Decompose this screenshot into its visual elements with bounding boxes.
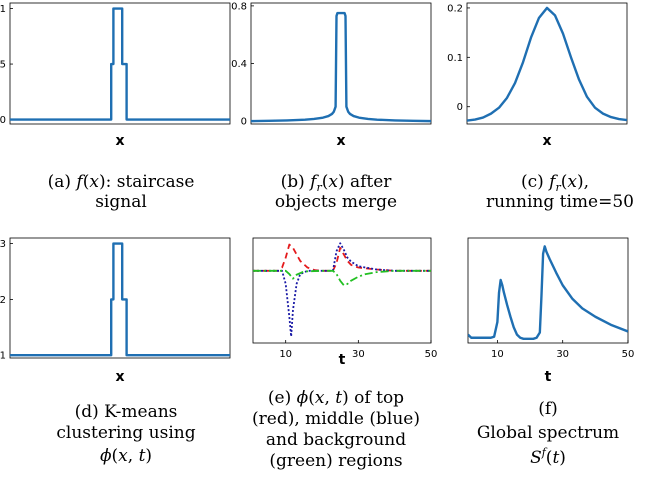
series-line-a-0 (10, 7, 230, 121)
ytick-label: 1 (0, 4, 6, 15)
xlabel-f: t (545, 369, 552, 385)
ytick-label: 0.1 (447, 53, 463, 64)
ytick-label: 0 (457, 102, 463, 113)
xtick-label: 30 (352, 349, 365, 360)
ytick-label: 0 (0, 115, 6, 126)
panel-e: 10 30 50 t (252, 237, 438, 368)
caption-d-line1: (d) K-means (75, 402, 178, 422)
caption-c-line1: (c) fr(x), (521, 172, 589, 194)
xtick-label: 50 (622, 349, 635, 360)
caption-e-line2: (red), middle (blue) (252, 409, 420, 429)
panel-c: 0 0.1 0.2 x (447, 2, 628, 149)
series-line-e-0 (253, 243, 431, 272)
axes-frame-c (466, 2, 628, 125)
xtick-label: 30 (556, 349, 569, 360)
axes-frame-a (9, 2, 231, 125)
caption-b-line1: (b) fr(x) after (281, 172, 393, 194)
ytick-label: 0 (241, 117, 247, 128)
xlabel-b: x (336, 133, 345, 149)
caption-a-line2: signal (95, 192, 147, 212)
xlabel-c: x (542, 133, 551, 149)
caption-e-line1: (e) ϕ(x, t) of top (268, 388, 404, 408)
axes-frame-d (9, 237, 231, 359)
xtick-label: 10 (279, 349, 292, 360)
ytick-label: 0.5 (0, 60, 6, 71)
ytick-label: 2 (0, 295, 6, 306)
panel-a: 0 0.5 1 x (0, 2, 231, 149)
ytick-label: 1 (0, 351, 6, 362)
ytick-label: 0.4 (231, 59, 247, 70)
series-line-d-0 (10, 242, 230, 357)
xlabel-e: t (339, 352, 346, 368)
series-line-e-2 (253, 269, 431, 287)
ytick-label: 3 (0, 239, 6, 250)
xlabel-d: x (115, 369, 124, 385)
caption-d-line2: clustering using (56, 423, 195, 443)
panel-d: 1 2 3 x (0, 237, 231, 385)
ytick-label: 0.2 (447, 3, 463, 14)
axes-frame-e (252, 237, 432, 344)
xtick-label: 50 (425, 349, 438, 360)
caption-e-line4: (green) regions (269, 451, 402, 471)
caption-a-line1: (a) f(x): staircase (48, 172, 195, 192)
caption-f-line1: (f) (538, 399, 558, 419)
caption-b-line2: objects merge (275, 192, 397, 212)
ytick-label: 0.8 (231, 1, 247, 12)
axes-frame-f (467, 237, 629, 344)
series-line-c-0 (467, 6, 627, 122)
caption-f-line3: Sf(t) (530, 446, 566, 468)
panel-b: 0 0.4 0.8 x (231, 1, 432, 149)
xtick-label: 10 (491, 349, 504, 360)
caption-e-line3: and background (266, 430, 406, 450)
axes-frame-b (250, 2, 432, 125)
caption-d-line3: ϕ(x, t) (100, 446, 152, 466)
xlabel-a: x (115, 133, 124, 149)
series-line-e-1 (253, 242, 431, 338)
panel-f: 10 30 50 t (467, 237, 635, 385)
series-line-f-0 (468, 245, 628, 340)
series-line-b-0 (251, 11, 431, 123)
caption-c-line2: running time=50 (486, 192, 634, 212)
caption-f-line2: Global spectrum (477, 423, 619, 443)
